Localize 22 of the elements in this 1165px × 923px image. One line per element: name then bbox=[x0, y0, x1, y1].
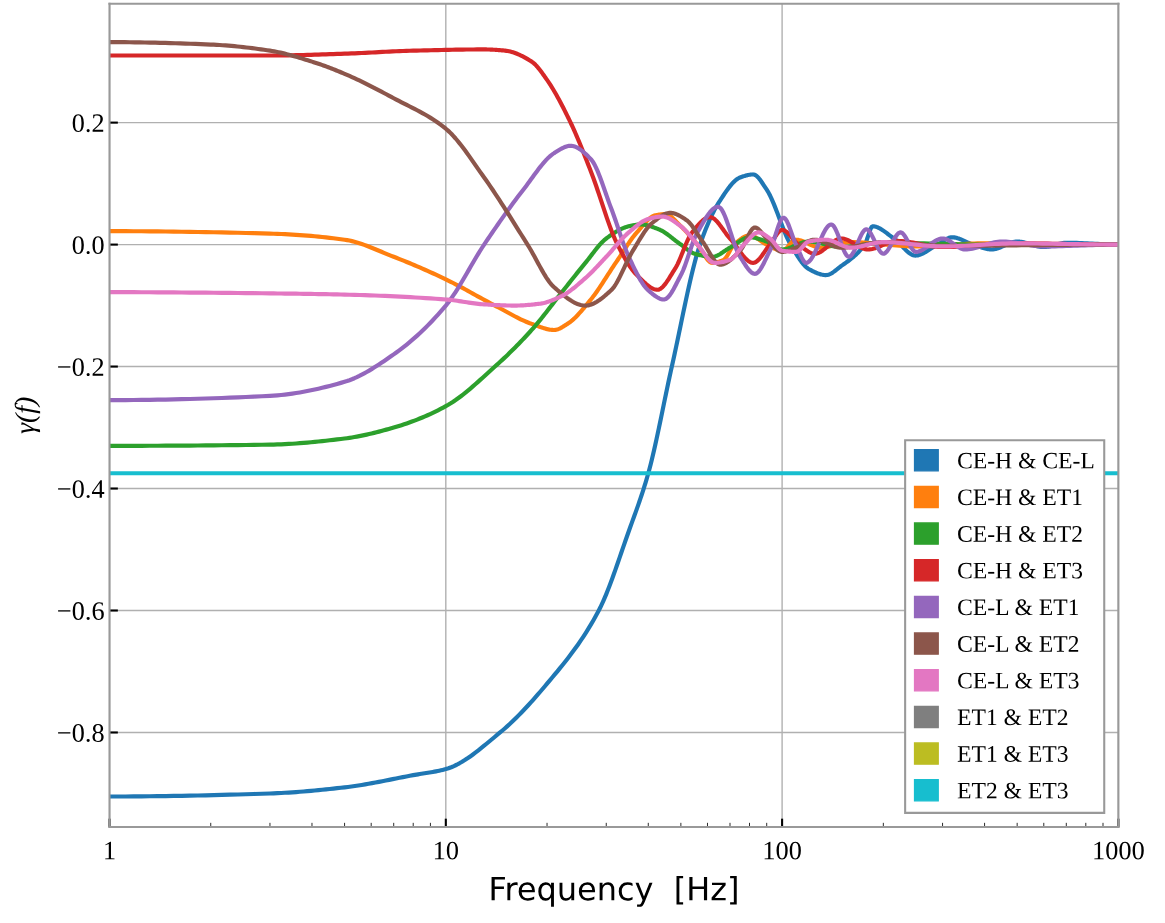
y-tick-label: −0.2 bbox=[58, 358, 104, 377]
legend-label: CE-H & ET3 bbox=[958, 562, 1083, 579]
legend-label: ET2 & ET3 bbox=[957, 782, 1068, 799]
legend-label: CE-H & CE-L bbox=[958, 452, 1094, 469]
y-tick-label: −0.4 bbox=[58, 480, 105, 499]
legend-label: CE-L & ET2 bbox=[958, 636, 1079, 652]
legend-label: CE-H & ET1 bbox=[958, 489, 1082, 506]
legend-label: ET1 & ET2 bbox=[957, 709, 1068, 726]
y-tick-label: 0.2 bbox=[72, 114, 104, 133]
x-tick-label: 10 bbox=[434, 841, 458, 860]
x-tick-label: 100 bbox=[764, 841, 801, 860]
x-tick-label: 1000 bbox=[1094, 841, 1144, 860]
y-tick-label: −0.8 bbox=[58, 724, 104, 743]
legend-label: CE-L & ET1 bbox=[958, 599, 1079, 616]
y-tick-label: −0.6 bbox=[58, 602, 104, 621]
x-tick-label: 1 bbox=[105, 841, 115, 860]
x-axis-title: Frequency [Hz] bbox=[491, 875, 737, 907]
legend-label: CE-H & ET2 bbox=[958, 526, 1082, 542]
y-axis-title: γ(f) bbox=[14, 397, 41, 434]
legend-label: CE-L & ET3 bbox=[958, 672, 1079, 689]
legend-label: ET1 & ET3 bbox=[957, 746, 1068, 762]
y-tick-label: 0.0 bbox=[72, 236, 104, 255]
